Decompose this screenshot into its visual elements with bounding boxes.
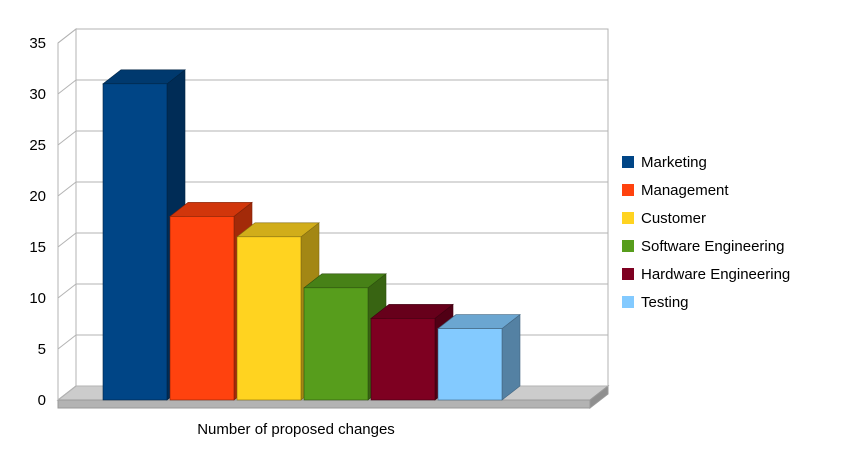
- legend-swatch: [622, 212, 634, 224]
- y-axis-tick-label: 25: [29, 137, 46, 154]
- y-axis-tick-label: 30: [29, 86, 46, 103]
- legend-swatch: [622, 268, 634, 280]
- y-axis-labels: 0 5 10 15 20 25 30 35: [29, 35, 46, 409]
- legend-item: Software Engineering: [622, 232, 790, 260]
- legend-label: Testing: [641, 293, 689, 311]
- legend-label: Management: [641, 181, 729, 199]
- y-axis-tick-label: 10: [29, 290, 46, 307]
- y-axis-tick-label: 20: [29, 188, 46, 205]
- legend-swatch: [622, 184, 634, 196]
- legend-item: Hardware Engineering: [622, 260, 790, 288]
- legend-item: Management: [622, 176, 790, 204]
- x-axis-title: Number of proposed changes: [197, 421, 395, 438]
- y-axis-tick-label: 5: [38, 341, 46, 358]
- legend-label: Marketing: [641, 153, 707, 171]
- y-axis-tick-label: 15: [29, 239, 46, 256]
- bar-testing: [437, 313, 521, 401]
- y-axis-tick-label: 35: [29, 35, 46, 52]
- y-axis-tick-label: 0: [38, 392, 46, 409]
- legend-label: Customer: [641, 209, 707, 227]
- legend-swatch: [622, 296, 634, 308]
- legend: Marketing Management Customer Software Engi…: [622, 148, 790, 316]
- legend-item: Customer: [622, 204, 790, 232]
- legend-label: Hardware Engineering: [641, 265, 791, 283]
- legend-item: Testing: [622, 288, 790, 316]
- legend-label: Software Engineering: [641, 237, 785, 255]
- legend-swatch: [622, 156, 634, 168]
- legend-item: Marketing: [622, 148, 790, 176]
- left-wall: [57, 27, 77, 402]
- legend-swatch: [622, 240, 634, 252]
